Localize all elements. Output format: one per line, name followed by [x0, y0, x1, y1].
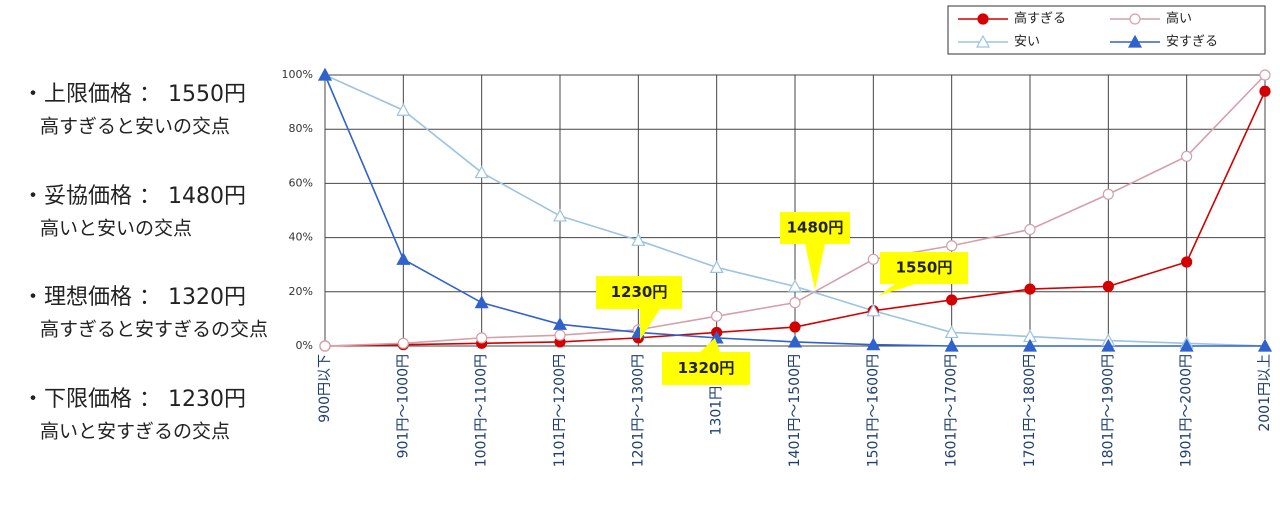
- point: [317, 67, 333, 81]
- note-sub: 高すぎると安いの交点: [40, 116, 230, 138]
- legend-marker: [1129, 13, 1141, 25]
- legend-label: 高すぎる: [1014, 11, 1066, 27]
- callout-box: [780, 212, 850, 244]
- callout-pointer: [700, 338, 720, 352]
- point: [1259, 85, 1271, 97]
- y-tick-label: 0%: [296, 339, 313, 352]
- legend-label: 安すぎる: [1166, 35, 1218, 50]
- legend-marker: [1127, 34, 1143, 48]
- callout-pointer: [878, 284, 915, 296]
- point: [397, 337, 409, 349]
- point: [476, 332, 488, 344]
- point: [1257, 338, 1273, 352]
- point: [944, 325, 959, 339]
- point: [1179, 338, 1194, 352]
- x-tick-label: 1801円～1900円: [1100, 354, 1116, 467]
- note-sub: 高すぎると安すぎるの交点: [40, 319, 268, 341]
- y-tick-label: 80%: [289, 122, 313, 135]
- callout-box: [880, 252, 968, 284]
- point: [1022, 338, 1038, 352]
- y-tick-label: 20%: [289, 285, 313, 298]
- callout-label: 1320円: [678, 359, 735, 377]
- point: [867, 253, 879, 265]
- y-tick-label: 60%: [289, 176, 313, 189]
- point: [1101, 338, 1116, 352]
- note-heading: ・下限価格 ： 1230円: [22, 387, 246, 412]
- x-tick-label: 900円以下: [317, 354, 333, 423]
- callout-label: 1550円: [896, 259, 953, 277]
- legend-box: [947, 5, 1266, 55]
- legend-label: 安い: [1014, 35, 1040, 50]
- point: [474, 165, 489, 179]
- x-tick-label: 1201円～1300円: [630, 354, 646, 467]
- point: [396, 252, 411, 265]
- point: [554, 329, 566, 341]
- point: [1024, 283, 1036, 295]
- x-tick-label: 1501円～1600円: [865, 354, 881, 467]
- point: [787, 279, 803, 292]
- point: [709, 260, 724, 274]
- point: [866, 337, 881, 351]
- x-tick-label: 901円～1000円: [395, 354, 411, 458]
- callout-pointer: [640, 309, 660, 340]
- point: [1102, 188, 1114, 200]
- x-tick-label: 1901円～2000円: [1179, 354, 1195, 467]
- point: [474, 295, 489, 309]
- y-tick-label: 40%: [289, 231, 313, 244]
- callout-label: 1480円: [787, 219, 844, 237]
- callout-box: [662, 352, 750, 385]
- point: [946, 294, 958, 306]
- legend-label: 高い: [1166, 11, 1192, 27]
- point: [789, 297, 801, 309]
- y-tick-label: 100%: [282, 68, 313, 81]
- point: [319, 340, 331, 352]
- callout-label: 1230円: [611, 283, 668, 301]
- point: [866, 303, 881, 317]
- point: [396, 102, 411, 116]
- x-tick-label: 1101円～1200円: [552, 354, 568, 467]
- point: [944, 338, 959, 352]
- x-tick-label: 1701円～1800円: [1022, 354, 1038, 467]
- point: [552, 317, 568, 330]
- point: [787, 334, 803, 348]
- point: [1181, 150, 1193, 162]
- callout-pointer: [805, 244, 825, 290]
- point: [1181, 256, 1193, 268]
- point: [1102, 280, 1114, 292]
- point: [552, 208, 568, 222]
- point: [1024, 223, 1036, 236]
- point: [789, 321, 801, 333]
- x-tick-label: 2001円以上: [1257, 354, 1273, 432]
- point: [631, 233, 646, 246]
- note-heading: ・上限価格 ： 1550円: [22, 82, 246, 107]
- note-sub: 高いと安すぎるの交点: [40, 421, 230, 443]
- x-tick-label: 1001円～1100円: [474, 354, 490, 467]
- note-heading: ・理想価格 ： 1320円: [22, 285, 246, 310]
- point: [711, 310, 723, 322]
- callout-box: [596, 276, 682, 309]
- x-tick-label: 1401円～1500円: [787, 354, 803, 467]
- note-sub: 高いと安いの交点: [40, 218, 192, 240]
- legend-marker: [975, 34, 991, 48]
- x-tick-label: 1601円～1700円: [944, 354, 960, 467]
- legend-marker: [977, 13, 989, 25]
- point: [1259, 69, 1271, 81]
- note-heading: ・妥協価格 ： 1480円: [22, 184, 246, 209]
- point: [946, 240, 958, 252]
